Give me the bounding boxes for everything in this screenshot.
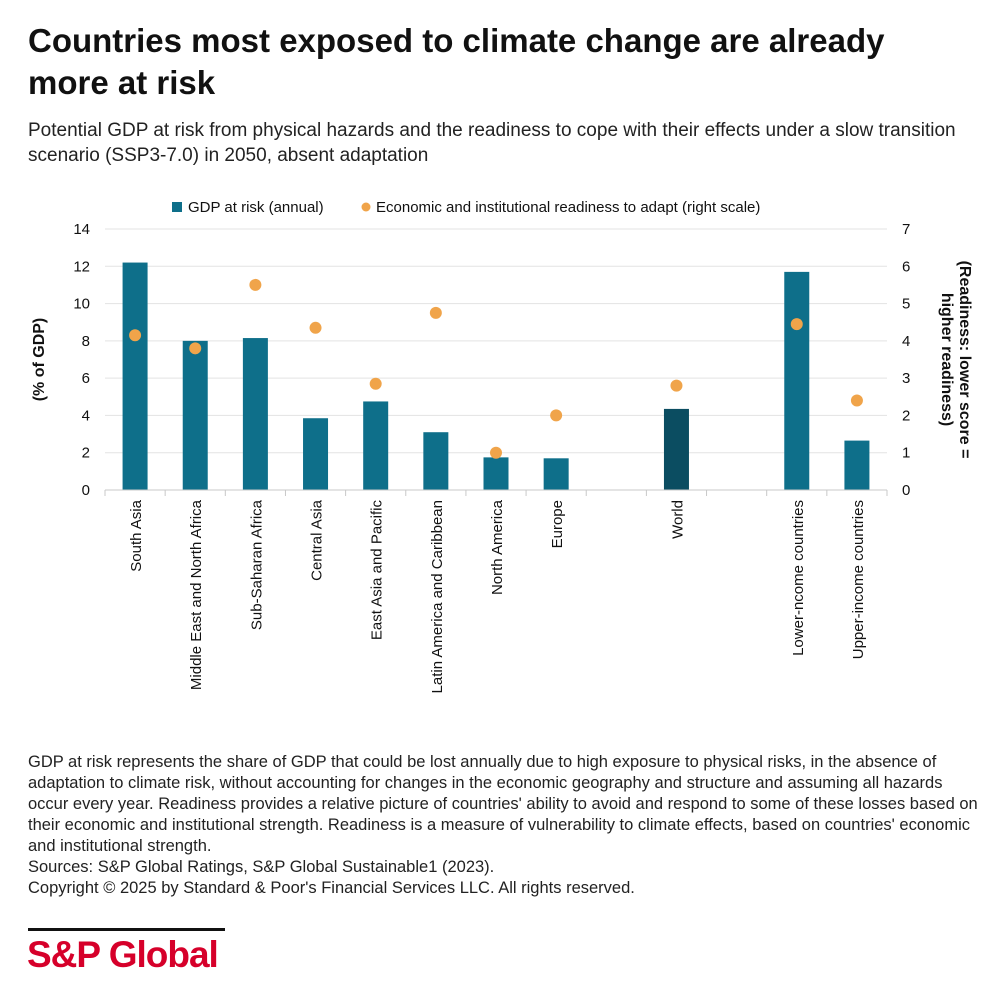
readiness-dot [369, 377, 382, 390]
y-tick-label: 10 [73, 296, 90, 313]
readiness-dot [850, 394, 863, 407]
right-axis-title-line2: higher readiness) [938, 293, 955, 426]
legend: GDP at risk (annual) Economic and instit… [172, 199, 760, 216]
y-tick-label: 0 [82, 482, 90, 499]
y2-tick-label: 2 [902, 407, 910, 424]
readiness-dot [550, 409, 563, 422]
y-tick-label: 14 [73, 221, 90, 238]
y2-tick-label: 0 [902, 482, 910, 499]
logo-rule [28, 928, 225, 931]
bar [844, 440, 870, 490]
y-tick-label: 12 [73, 258, 90, 275]
notes-copyright: Copyright © 2025 by Standard & Poor's Fi… [28, 879, 635, 897]
x-tick-label: East Asia and Pacific [369, 500, 386, 641]
y-tick-label: 2 [82, 445, 90, 462]
readiness-dot [790, 318, 803, 331]
x-tick-label: North America [489, 499, 506, 595]
x-tick-label: Lower-ncome countries [790, 500, 807, 656]
sp-global-logo: S&P Global [27, 934, 219, 975]
x-tick-label: Europe [549, 500, 566, 548]
bar [663, 408, 689, 490]
readiness-dot [490, 446, 502, 459]
y-tick-label: 8 [82, 333, 90, 350]
x-tick-label: South Asia [128, 499, 145, 571]
legend-label-readiness: Economic and institutional readiness to … [376, 199, 760, 216]
bar-series [122, 262, 870, 490]
x-axis [104, 489, 888, 496]
bar [182, 340, 208, 490]
x-tick-label: Upper-income countries [850, 500, 867, 659]
x-tick-label: Central Asia [309, 499, 326, 581]
bar [784, 271, 810, 490]
y2-tick-label: 4 [902, 333, 910, 350]
notes-description: GDP at risk represents the share of GDP … [28, 753, 978, 855]
y2-tick-label: 6 [902, 258, 910, 275]
legend-label-gdp: GDP at risk (annual) [188, 199, 324, 216]
y2-tick-label: 7 [902, 221, 910, 238]
y-tick-label: 6 [82, 370, 90, 387]
right-axis-title-line1: (Readiness: lower score = [956, 261, 973, 459]
legend-bar-swatch [172, 202, 182, 212]
readiness-dot [670, 379, 683, 392]
readiness-dot [189, 342, 202, 355]
readiness-dot [429, 306, 442, 319]
bar [303, 418, 329, 490]
x-tick-label: Latin America and Caribbean [429, 500, 446, 693]
x-tick-label: Middle East and North Africa [188, 499, 205, 690]
right-axis-ticks: 0 1 2 3 4 5 6 7 [902, 221, 910, 499]
notes-sources: Sources: S&P Global Ratings, S&P Global … [28, 858, 495, 876]
bar [363, 401, 389, 490]
x-tick-label: World [669, 500, 686, 539]
legend-dot-swatch [361, 202, 371, 212]
readiness-dot [249, 278, 262, 291]
x-axis-labels: South Asia Middle East and North Africa Su… [128, 499, 867, 693]
x-tick-label: Sub-Saharan Africa [248, 499, 265, 630]
left-axis-ticks: 0 2 4 6 8 10 12 14 [73, 221, 90, 499]
y-tick-label: 4 [82, 407, 90, 424]
bar [122, 262, 148, 490]
bar [242, 338, 268, 490]
bar [483, 457, 509, 490]
y2-tick-label: 3 [902, 370, 910, 387]
chart-title: Countries most exposed to climate change… [28, 22, 885, 101]
chart-area: GDP at risk (annual) Economic and instit… [31, 199, 973, 693]
readiness-dot [309, 321, 322, 334]
readiness-dot [129, 329, 142, 342]
bar [543, 458, 569, 490]
footnotes: GDP at risk represents the share of GDP … [28, 752, 983, 899]
bar [423, 432, 449, 490]
left-axis-title: (% of GDP) [31, 318, 48, 402]
dot-series [129, 278, 863, 459]
gridlines [105, 228, 887, 454]
y2-tick-label: 5 [902, 296, 910, 313]
chart-subtitle: Potential GDP at risk from physical haza… [28, 120, 956, 166]
y2-tick-label: 1 [902, 445, 910, 462]
